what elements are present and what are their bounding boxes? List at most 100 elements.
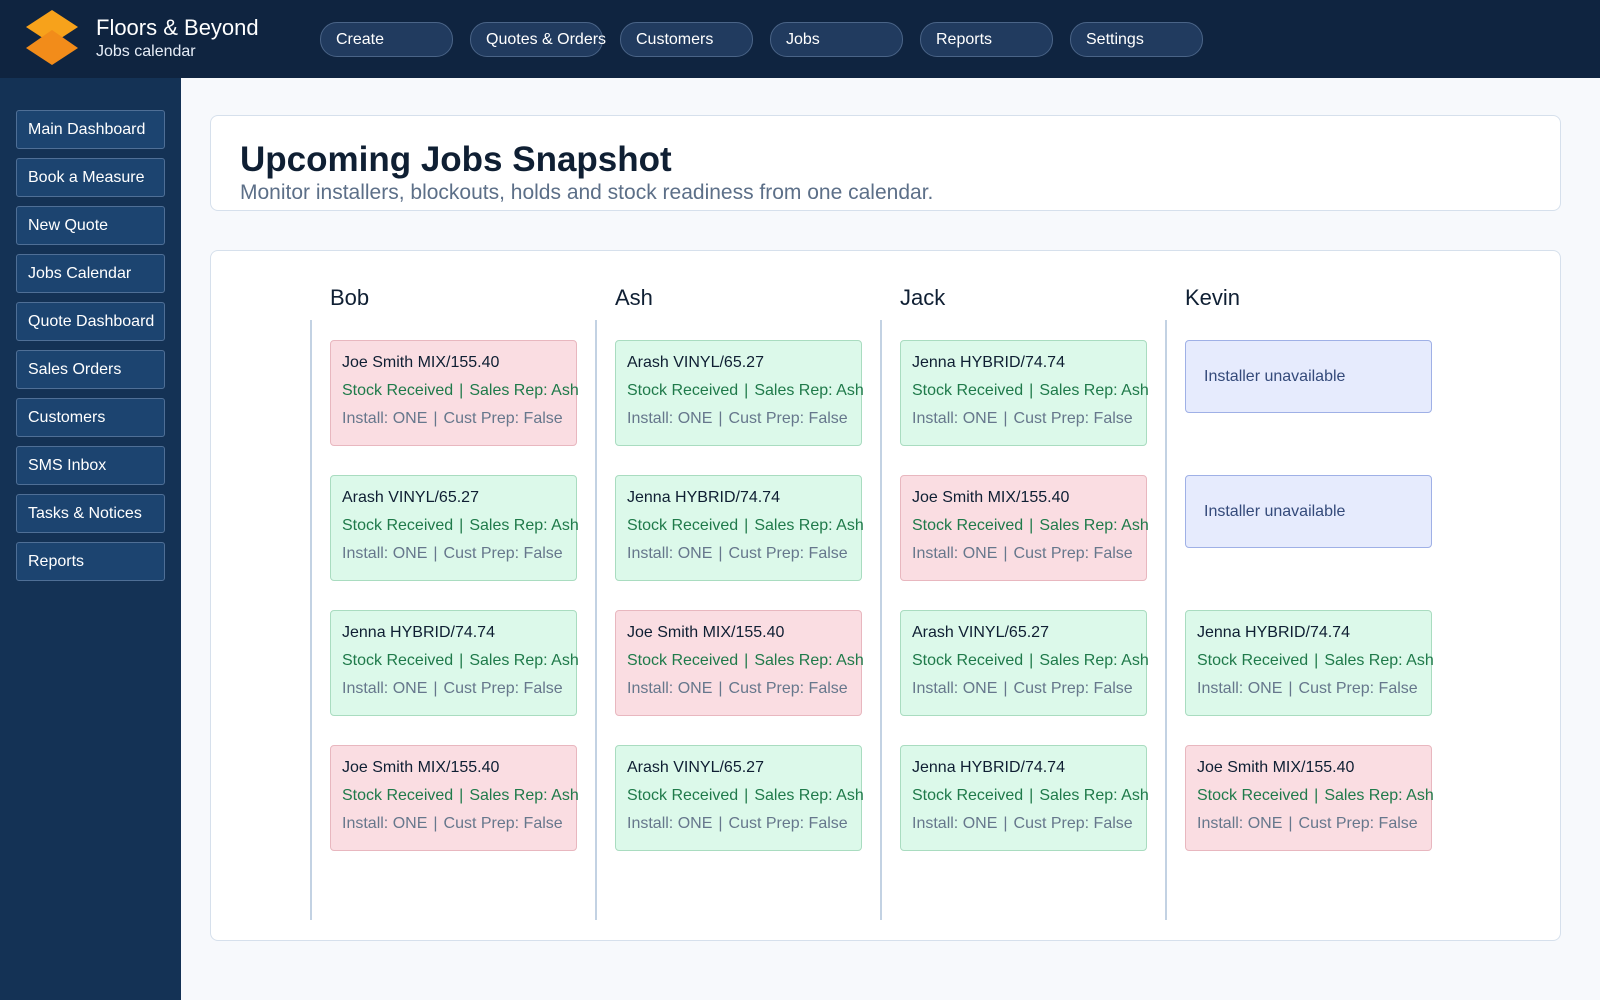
column-divider xyxy=(310,320,312,920)
sidebar-item-sms-inbox[interactable]: SMS Inbox xyxy=(16,446,165,485)
cust-prep: Cust Prep: False xyxy=(728,815,848,832)
separator: | xyxy=(1314,787,1319,804)
sidebar-item-customers[interactable]: Customers xyxy=(16,398,165,437)
stock-status: Stock Received xyxy=(627,652,739,669)
job-meta-line: Install: ONE | Cust Prep: False xyxy=(627,544,861,564)
install-type: Install: ONE xyxy=(912,410,998,427)
job-status-line: Stock Received | Sales Rep: Ash xyxy=(1197,786,1434,806)
install-type: Install: ONE xyxy=(627,815,713,832)
column-divider xyxy=(1165,320,1167,920)
job-meta-line: Install: ONE | Cust Prep: False xyxy=(1197,814,1431,834)
cust-prep: Cust Prep: False xyxy=(443,410,563,427)
job-card[interactable]: Arash VINYL/65.27 Stock Received | Sales Re… xyxy=(900,610,1149,716)
job-card[interactable]: Jenna HYBRID/74.74 Stock Received | Sales R… xyxy=(330,610,579,716)
cust-prep: Cust Prep: False xyxy=(728,410,848,427)
sidebar-item-tasks-notices[interactable]: Tasks & Notices xyxy=(16,494,165,533)
job-card[interactable]: Joe Smith MIX/155.40 Stock Received | Sales… xyxy=(1185,745,1434,851)
separator: | xyxy=(1314,652,1319,669)
nav-customers-button[interactable]: Customers xyxy=(620,22,753,57)
separator: | xyxy=(718,680,723,697)
stock-status: Stock Received xyxy=(912,787,1024,804)
sidebar-item-jobs-calendar[interactable]: Jobs Calendar xyxy=(16,254,165,293)
install-type: Install: ONE xyxy=(912,545,998,562)
job-meta-line: Install: ONE | Cust Prep: False xyxy=(342,544,576,564)
install-type: Install: ONE xyxy=(1197,680,1283,697)
sidebar-item-reports[interactable]: Reports xyxy=(16,542,165,581)
nav-jobs-button[interactable]: Jobs xyxy=(770,22,903,57)
stock-status: Stock Received xyxy=(912,517,1024,534)
sidebar-item-main-dashboard[interactable]: Main Dashboard xyxy=(16,110,165,149)
sales-rep: Sales Rep: Ash xyxy=(1039,652,1149,669)
job-title: Arash VINYL/65.27 xyxy=(342,489,479,506)
job-title: Arash VINYL/65.27 xyxy=(912,624,1049,641)
blockout-card[interactable]: Installer unavailable xyxy=(1185,475,1432,548)
job-title: Jenna HYBRID/74.74 xyxy=(342,624,495,641)
job-status-line: Stock Received | Sales Rep: Ash xyxy=(912,516,1149,536)
sales-rep: Sales Rep: Ash xyxy=(1039,787,1149,804)
job-status-line: Stock Received | Sales Rep: Ash xyxy=(627,786,864,806)
stock-status: Stock Received xyxy=(627,517,739,534)
job-card[interactable]: Jenna HYBRID/74.74 Stock Received | Sales R… xyxy=(615,475,864,581)
job-status-line: Stock Received | Sales Rep: Ash xyxy=(912,381,1149,401)
installer-column-header-bob: Bob xyxy=(330,285,370,310)
sidebar-item-sales-orders[interactable]: Sales Orders xyxy=(16,350,165,389)
blockout-card[interactable]: Installer unavailable xyxy=(1185,340,1432,413)
install-type: Install: ONE xyxy=(912,815,998,832)
separator: | xyxy=(1288,815,1293,832)
job-title: Joe Smith MIX/155.40 xyxy=(1197,759,1355,776)
job-meta-line: Install: ONE | Cust Prep: False xyxy=(912,679,1146,699)
job-card[interactable]: Jenna HYBRID/74.74 Stock Received | Sales R… xyxy=(900,340,1149,446)
nav-quotes-orders-button[interactable]: Quotes & Orders xyxy=(470,22,606,57)
stock-status: Stock Received xyxy=(1197,787,1309,804)
nav-settings-button[interactable]: Settings xyxy=(1070,22,1203,57)
stock-status: Stock Received xyxy=(342,652,454,669)
sidebar-item-quote-dashboard[interactable]: Quote Dashboard xyxy=(16,302,165,341)
nav-reports-button[interactable]: Reports xyxy=(920,22,1053,57)
cust-prep: Cust Prep: False xyxy=(728,680,848,697)
job-meta-line: Install: ONE | Cust Prep: False xyxy=(342,814,576,834)
install-type: Install: ONE xyxy=(342,815,428,832)
job-card[interactable]: Joe Smith MIX/155.40 Stock Received | Sales… xyxy=(615,610,864,716)
brand: Floors & Beyond Jobs calendar xyxy=(96,15,259,62)
job-meta-line: Install: ONE | Cust Prep: False xyxy=(1197,679,1431,699)
job-card[interactable]: Joe Smith MIX/155.40 Stock Received | Sales… xyxy=(330,340,579,446)
sales-rep: Sales Rep: Ash xyxy=(469,382,579,399)
sales-rep: Sales Rep: Ash xyxy=(1039,382,1149,399)
nav-create-button[interactable]: Create xyxy=(320,22,453,57)
separator: | xyxy=(744,652,749,669)
job-meta-line: Install: ONE | Cust Prep: False xyxy=(912,544,1146,564)
cust-prep: Cust Prep: False xyxy=(1013,545,1133,562)
job-card[interactable]: Arash VINYL/65.27 Stock Received | Sales Re… xyxy=(330,475,579,581)
sales-rep: Sales Rep: Ash xyxy=(1324,652,1434,669)
job-card[interactable]: Arash VINYL/65.27 Stock Received | Sales Re… xyxy=(615,340,864,446)
install-type: Install: ONE xyxy=(627,545,713,562)
stock-status: Stock Received xyxy=(342,382,454,399)
install-type: Install: ONE xyxy=(627,680,713,697)
job-status-line: Stock Received | Sales Rep: Ash xyxy=(1197,651,1434,671)
job-card[interactable]: Jenna HYBRID/74.74 Stock Received | Sales R… xyxy=(1185,610,1434,716)
job-status-line: Stock Received | Sales Rep: Ash xyxy=(627,381,864,401)
separator: | xyxy=(459,517,464,534)
stock-status: Stock Received xyxy=(342,787,454,804)
cust-prep: Cust Prep: False xyxy=(728,545,848,562)
cust-prep: Cust Prep: False xyxy=(1298,680,1418,697)
sidebar-item-new-quote[interactable]: New Quote xyxy=(16,206,165,245)
job-card[interactable]: Joe Smith MIX/155.40 Stock Received | Sales… xyxy=(330,745,579,851)
job-card[interactable]: Arash VINYL/65.27 Stock Received | Sales Re… xyxy=(615,745,864,851)
separator: | xyxy=(744,787,749,804)
cust-prep: Cust Prep: False xyxy=(1298,815,1418,832)
separator: | xyxy=(433,815,438,832)
top-bar: Floors & Beyond Jobs calendar Create Quo… xyxy=(0,0,1600,78)
separator: | xyxy=(718,545,723,562)
job-card[interactable]: Jenna HYBRID/74.74 Stock Received | Sales R… xyxy=(900,745,1149,851)
separator: | xyxy=(1029,652,1034,669)
stock-status: Stock Received xyxy=(627,787,739,804)
separator: | xyxy=(1003,410,1008,427)
sales-rep: Sales Rep: Ash xyxy=(469,787,579,804)
job-status-line: Stock Received | Sales Rep: Ash xyxy=(342,786,579,806)
page-subtitle: Monitor installers, blockouts, holds and… xyxy=(240,181,934,204)
job-status-line: Stock Received | Sales Rep: Ash xyxy=(342,651,579,671)
job-card[interactable]: Joe Smith MIX/155.40 Stock Received | Sales… xyxy=(900,475,1149,581)
sidebar-item-book-a-measure[interactable]: Book a Measure xyxy=(16,158,165,197)
separator: | xyxy=(744,517,749,534)
